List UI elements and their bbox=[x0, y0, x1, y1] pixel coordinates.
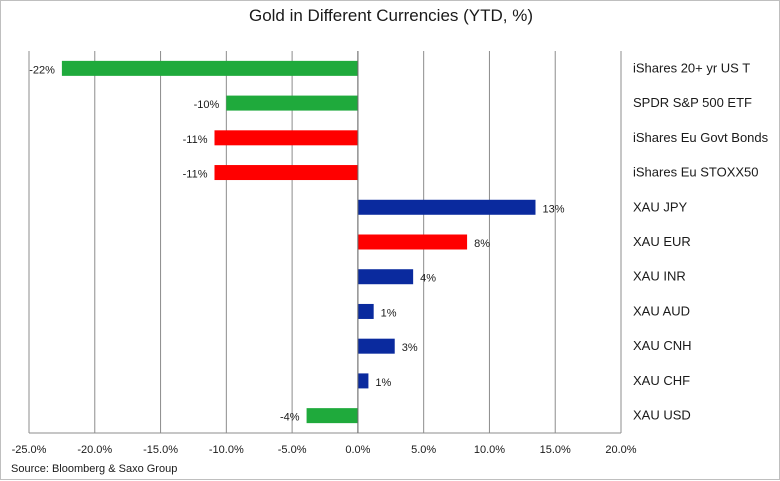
category-label: SPDR S&P 500 ETF bbox=[633, 95, 752, 110]
category-label: XAU EUR bbox=[633, 234, 691, 249]
bar bbox=[226, 95, 358, 111]
data-label: 8% bbox=[474, 238, 490, 250]
chart-title: Gold in Different Currencies (YTD, %) bbox=[248, 6, 534, 25]
bar bbox=[357, 373, 369, 389]
category-label: iShares Eu STOXX50 bbox=[633, 165, 759, 180]
category-label: XAU AUD bbox=[633, 303, 690, 318]
data-label: -10% bbox=[194, 99, 220, 111]
data-label: -11% bbox=[183, 134, 208, 146]
x-tick-label: -20.0% bbox=[77, 444, 112, 456]
bar bbox=[357, 338, 395, 354]
bar bbox=[357, 269, 414, 285]
source-note: Source: Bloomberg & Saxo Group bbox=[11, 463, 178, 475]
x-tick-label: -15.0% bbox=[143, 444, 178, 456]
x-tick-label: -25.0% bbox=[12, 444, 47, 456]
x-tick-label: 15.0% bbox=[540, 444, 571, 456]
data-label: -11% bbox=[183, 169, 208, 181]
category-label: iShares Eu Govt Bonds bbox=[633, 130, 769, 145]
category-label: XAU USD bbox=[633, 408, 691, 423]
category-label: iShares 20+ yr US T bbox=[633, 60, 750, 75]
bar bbox=[357, 234, 468, 250]
category-label: XAU CHF bbox=[633, 373, 690, 388]
category-label: XAU INR bbox=[633, 269, 686, 284]
data-label: 4% bbox=[420, 273, 436, 285]
bar bbox=[214, 130, 358, 146]
x-tick-label: 10.0% bbox=[474, 444, 505, 456]
bar bbox=[61, 60, 358, 76]
data-label: 1% bbox=[381, 307, 397, 319]
data-label: 3% bbox=[402, 342, 418, 354]
bar bbox=[357, 303, 374, 319]
data-label: -22% bbox=[29, 64, 55, 76]
x-tick-label: 0.0% bbox=[345, 444, 370, 456]
bar bbox=[214, 165, 358, 181]
x-tick-label: 20.0% bbox=[605, 444, 636, 456]
category-label: XAU JPY bbox=[633, 199, 688, 214]
data-label: 13% bbox=[542, 203, 564, 215]
data-label: 1% bbox=[375, 377, 391, 389]
data-label: -4% bbox=[280, 412, 300, 424]
x-tick-label: 5.0% bbox=[411, 444, 436, 456]
category-label: XAU CNH bbox=[633, 338, 692, 353]
bar bbox=[357, 199, 536, 215]
x-tick-label: -5.0% bbox=[278, 444, 307, 456]
bar bbox=[306, 408, 358, 424]
x-tick-label: -10.0% bbox=[209, 444, 244, 456]
